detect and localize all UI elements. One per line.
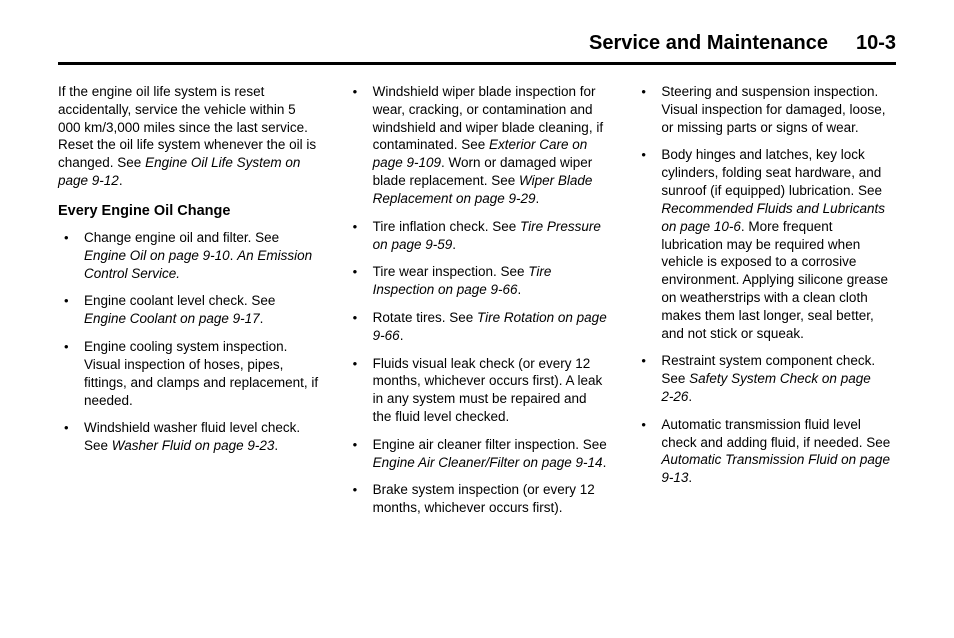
header-page-number: 10-3	[856, 32, 896, 55]
intro-paragraph: If the engine oil life system is reset a…	[58, 83, 319, 190]
item-text: Change engine oil and filter. See	[84, 230, 279, 245]
col2-list: Windshield wiper blade inspection for we…	[347, 83, 608, 517]
body-columns: If the engine oil life system is reset a…	[58, 83, 896, 527]
item-text: Steering and suspension inspection. Visu…	[661, 84, 885, 135]
list-item: Fluids visual leak check (or every 12 mo…	[347, 355, 608, 426]
list-item: Change engine oil and filter. See Engine…	[58, 229, 319, 282]
item-text: .	[603, 455, 607, 470]
list-item: Windshield washer fluid level check. See…	[58, 419, 319, 455]
list-item: Automatic transmission fluid level check…	[635, 416, 896, 487]
item-text: .	[400, 328, 404, 343]
item-text: .	[260, 311, 264, 326]
item-ref: Washer Fluid on page 9‑23	[112, 438, 275, 453]
item-text: .	[274, 438, 278, 453]
item-ref: Safety System Check on page 2‑26	[661, 371, 870, 404]
item-text: Engine cooling system inspection. Visual…	[84, 339, 318, 407]
list-item: Steering and suspension inspection. Visu…	[635, 83, 896, 136]
item-text: Engine coolant level check. See	[84, 293, 275, 308]
list-item: Brake system inspection (or every 12 mon…	[347, 481, 608, 517]
col3-list: Steering and suspension inspection. Visu…	[635, 83, 896, 487]
item-text: .	[230, 248, 238, 263]
list-item: Restraint system component check. See Sa…	[635, 352, 896, 405]
list-item: Rotate tires. See Tire Rotation on page …	[347, 309, 608, 345]
list-item: Engine cooling system inspection. Visual…	[58, 338, 319, 409]
column-1: If the engine oil life system is reset a…	[58, 83, 319, 527]
item-text: Engine air cleaner filter inspection. Se…	[373, 437, 607, 452]
item-text: . More frequent lubrication may be requi…	[661, 219, 888, 341]
item-ref: Engine Air Cleaner/Filter on page 9‑14	[373, 455, 603, 470]
header-section-title: Service and Maintenance	[589, 32, 828, 55]
item-text: .	[518, 282, 522, 297]
column-2: Windshield wiper blade inspection for we…	[347, 83, 608, 527]
page-content: Service and Maintenance 10-3 If the engi…	[0, 0, 954, 547]
item-text: Automatic transmission fluid level check…	[661, 417, 890, 450]
list-item: Tire wear inspection. See Tire Inspectio…	[347, 263, 608, 299]
item-text: .	[688, 389, 692, 404]
intro-text-b: .	[119, 173, 123, 188]
item-text: Brake system inspection (or every 12 mon…	[373, 482, 595, 515]
column-3: Steering and suspension inspection. Visu…	[635, 83, 896, 527]
list-item: Engine air cleaner filter inspection. Se…	[347, 436, 608, 472]
list-item: Engine coolant level check. See Engine C…	[58, 292, 319, 328]
item-ref: Engine Oil on page 9‑10	[84, 248, 230, 263]
item-text: Fluids visual leak check (or every 12 mo…	[373, 356, 603, 424]
page-header: Service and Maintenance 10-3	[58, 32, 896, 65]
list-item: Body hinges and latches, key lock cylind…	[635, 146, 896, 342]
item-text: .	[536, 191, 540, 206]
item-text: .	[688, 470, 692, 485]
item-text: Tire inflation check. See	[373, 219, 520, 234]
item-text: Body hinges and latches, key lock cylind…	[661, 147, 882, 198]
item-text: Tire wear inspection. See	[373, 264, 529, 279]
item-ref: Automatic Transmission Fluid on page 9‑1…	[661, 452, 890, 485]
item-text: .	[452, 237, 456, 252]
list-item: Windshield wiper blade inspection for we…	[347, 83, 608, 208]
col1-list: Change engine oil and filter. See Engine…	[58, 229, 319, 455]
item-text: Rotate tires. See	[373, 310, 477, 325]
list-item: Tire inflation check. See Tire Pressure …	[347, 218, 608, 254]
subhead-every-oil-change: Every Engine Oil Change	[58, 202, 319, 221]
item-ref: Engine Coolant on page 9‑17	[84, 311, 260, 326]
